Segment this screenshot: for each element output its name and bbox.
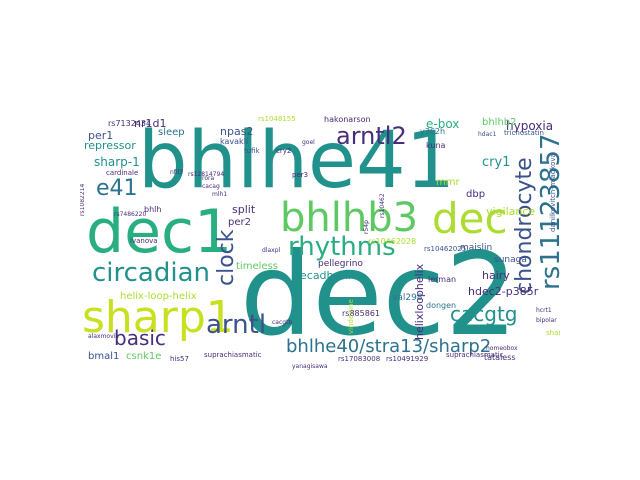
word-per3: per3 <box>292 171 309 179</box>
word-vindeirine: vindeirine <box>347 299 355 334</box>
word-dec: dec <box>432 194 508 243</box>
word-rs10462025: rs10462025 <box>424 245 467 253</box>
word-sharp1-small: sharp1 <box>546 329 560 337</box>
word-bhlhb2: bhlhb2 <box>482 117 517 128</box>
word-rs10491929: rs10491929 <box>386 355 429 363</box>
word-r54p: r54p <box>363 220 370 234</box>
word-hcrt1: hcrt1 <box>536 307 552 314</box>
word-circadian: circadian <box>92 258 211 288</box>
word-arntl: arntl <box>206 310 267 340</box>
word-sleep: sleep <box>158 127 185 138</box>
word-y362h: y362h <box>420 127 446 136</box>
word-maislin: maislin <box>460 243 493 253</box>
word-hdac1: hdac1 <box>478 131 497 138</box>
word-cry2: cry2 <box>276 147 292 155</box>
word-his57: his57 <box>170 355 189 363</box>
word-bipolar: bipolar <box>536 317 557 324</box>
word-dec1: dec1 <box>86 197 233 267</box>
word-rs17083008: rs17083008 <box>338 355 381 363</box>
word-bhlh: bhlh <box>144 205 162 214</box>
word-sharp-1: sharp-1 <box>94 155 140 169</box>
word-hairy: hairy <box>482 269 510 282</box>
word-csnk1e: csnk1e <box>126 351 162 362</box>
word-dlaxpl: dlaxpl <box>262 247 281 254</box>
word-rs1082214: rs1082214 <box>80 183 86 216</box>
word-clock: clock <box>214 229 239 286</box>
word-tataless: tataless <box>484 353 516 362</box>
word-dbp: dbp <box>466 189 486 200</box>
word-arntl2: arntl2 <box>336 122 407 150</box>
word-per1: per1 <box>88 129 114 142</box>
word-alaxmovik: alaxmovik <box>88 333 119 340</box>
word-repressor: repressor <box>84 139 136 152</box>
word-trichostatin: trichostatin <box>504 129 544 137</box>
word-ecadherin: ecadherin <box>300 269 355 282</box>
word-homeobox: homeobox <box>486 345 518 352</box>
word-tufik: tufik <box>244 147 260 155</box>
word-pellegrino: pellegrino <box>318 259 363 269</box>
word-bhlhb3: bhlhb3 <box>280 195 419 241</box>
word-rora: rora <box>202 175 215 182</box>
word-sunaga: sunaga <box>494 255 527 265</box>
word-rs10462: rs10462 <box>379 193 386 218</box>
word-rhythms: rhythms <box>288 232 396 262</box>
word-cardinale: cardinale <box>106 169 139 177</box>
word-hypoxia: hypoxia <box>506 119 554 133</box>
word-rs12814794: rs12814794 <box>188 171 225 178</box>
word-hakonarson: hakonarson <box>324 115 371 124</box>
word-e41: e41 <box>96 176 138 201</box>
word-bhlhe40: bhlhe40/stra13/sharp2 <box>286 336 492 357</box>
word-kuna: kuna <box>426 141 446 150</box>
word-dec2: dec2 <box>240 228 518 361</box>
word-sharp1: sharp1 <box>82 292 234 343</box>
word-per2: per2 <box>228 217 251 228</box>
word-nfil3: nfil3 <box>170 169 184 176</box>
word-cacgtg: cacgtg <box>450 302 518 326</box>
word-cloud: dec2 bhlhe41 dec1 sharp1 bhlhb3 dec chon… <box>80 108 560 372</box>
word-npas2: npas2 <box>220 125 254 138</box>
word-goel: goel <box>302 139 315 146</box>
word-nr1d1: nr1d1 <box>134 117 167 130</box>
word-vigilance: vigilance <box>486 205 536 218</box>
word-val298: val298 <box>392 293 423 303</box>
word-rs7132434: rs7132434 <box>108 119 152 128</box>
word-kavakli: kavakli <box>220 137 249 146</box>
word-bmal1: bmal1 <box>88 351 120 362</box>
word-suprachiasmatic: suprachiasmatic <box>204 351 262 359</box>
word-timeless: timeless <box>236 261 278 272</box>
word-e-box: e-box <box>426 117 460 131</box>
word-chondrocyte: chondrocyte <box>512 157 537 294</box>
word-rs885861: rs885861 <box>342 309 380 318</box>
word-helix-loop-helix: helix-loop-helix <box>120 291 197 302</box>
word-bhlhe41: bhlhe41 <box>138 116 456 206</box>
word-cry1: cry1 <box>482 155 511 170</box>
word-rs7486220: rs7486220 <box>114 211 147 218</box>
word-suprachiasmatic-2: suprachiasmatic <box>446 351 504 359</box>
word-split: split <box>232 203 256 216</box>
word-ivanova: ivanova <box>130 237 158 245</box>
word-basic: basic <box>114 326 166 350</box>
word-dongen: dongen <box>426 301 457 310</box>
word-cacag: cacag <box>202 183 220 190</box>
word-mlh1: mlh1 <box>212 191 228 198</box>
word-rs10462028: rs10462028 <box>368 237 417 246</box>
word-yanagisawa: yanagisawa <box>292 363 328 370</box>
word-danilkovitch: danilkovitch-miagkova <box>549 153 557 232</box>
word-mmr: mmr <box>436 177 460 188</box>
word-rs1048155: rs1048155 <box>258 115 296 123</box>
word-lerman: lerman <box>428 275 457 284</box>
word-hdec2: hdec2-p385r <box>468 285 539 298</box>
word-cacgtb: cacgtb <box>272 319 293 326</box>
